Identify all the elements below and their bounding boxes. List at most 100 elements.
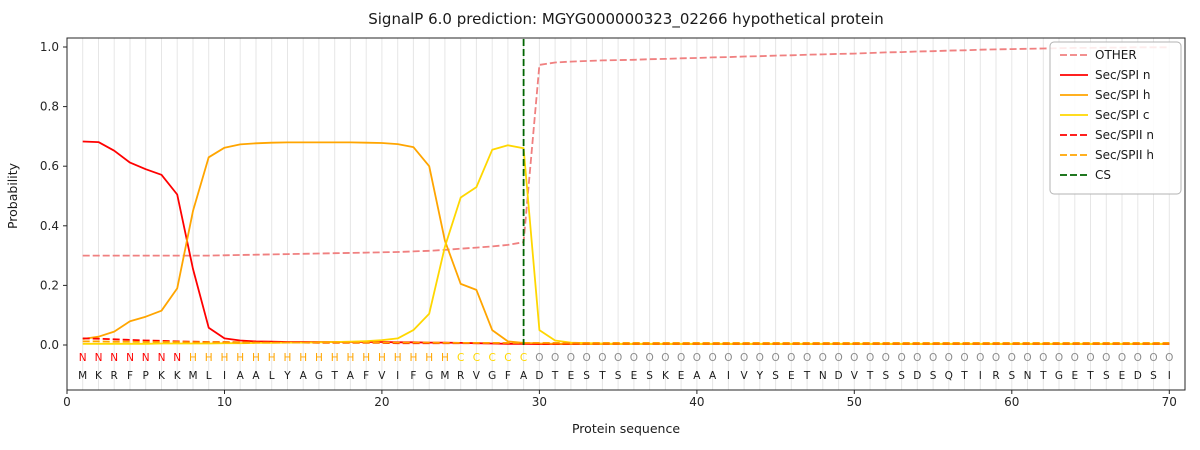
region-letter: O (598, 352, 606, 364)
axes: 0 10 20 30 40 50 60 70 0.0 0.2 0.4 0.6 0.8 1.0 (40, 37, 1186, 409)
legend-box (1049, 41, 1182, 195)
sequence-letter: I (1168, 370, 1171, 382)
region-letter: O (724, 352, 732, 364)
region-letter: O (1008, 352, 1016, 364)
sequence-letter: V (741, 370, 749, 382)
sequence-letter: D (913, 370, 921, 382)
region-letter: O (803, 352, 811, 364)
x-tick-label: 70 (1162, 395, 1177, 409)
sequence-letter: A (300, 370, 308, 382)
region-letter: O (756, 352, 764, 364)
region-letter: O (834, 352, 842, 364)
region-letter: O (913, 352, 921, 364)
region-letter: C (520, 352, 527, 364)
region-letter: O (1118, 352, 1126, 364)
region-letter: O (630, 352, 638, 364)
region-letter: O (693, 352, 701, 364)
region-letter: O (740, 352, 748, 364)
legend-label: Sec/SPI n (1095, 68, 1150, 82)
sequence-letter: I (979, 370, 982, 382)
sequence-letter: M (78, 370, 87, 382)
sequence-letters: NMNKNRNFNPNKNKHMHLHIHAHAHLHYHAHGHTHAHFHV… (78, 352, 1173, 382)
sequence-letter: I (223, 370, 226, 382)
region-letter: N (79, 352, 87, 364)
sequence-letter: T (960, 370, 968, 382)
sequence-letter: F (410, 370, 416, 382)
region-letter: O (1071, 352, 1079, 364)
region-letter: O (960, 352, 968, 364)
x-tick-label: 40 (689, 395, 704, 409)
series-line-Sec-SPI-h (82, 141, 1170, 346)
region-letter: C (457, 352, 464, 364)
sequence-letter: R (457, 370, 464, 382)
sequence-letter: T (1039, 370, 1047, 382)
region-letter: C (504, 352, 511, 364)
legend-label: Sec/SPII h (1095, 148, 1154, 162)
y-tick-label: 0.6 (40, 159, 59, 173)
sequence-letter: D (535, 370, 543, 382)
region-letter: N (95, 352, 103, 364)
sequence-letter: E (1119, 370, 1126, 382)
sequence-letter: V (473, 370, 481, 382)
region-letter: H (205, 352, 213, 364)
legend-label: Sec/SPI h (1095, 88, 1150, 102)
region-letter: H (252, 352, 260, 364)
sequence-letter: D (1134, 370, 1142, 382)
region-letter: O (1149, 352, 1157, 364)
sequence-letter: S (772, 370, 779, 382)
sequence-letter: S (1008, 370, 1015, 382)
series-lines (82, 39, 1170, 346)
gridlines (82, 38, 1170, 390)
region-letter: H (425, 352, 433, 364)
region-letter: H (236, 352, 244, 364)
region-letter: O (614, 352, 622, 364)
region-letter: O (866, 352, 874, 364)
sequence-letter: R (111, 370, 118, 382)
legend-label: Sec/SPI c (1095, 108, 1149, 122)
sequence-letter: F (127, 370, 133, 382)
x-tick-label: 10 (217, 395, 232, 409)
sequence-letter: T (551, 370, 559, 382)
region-letter: O (992, 352, 1000, 364)
sequence-letter: K (95, 370, 103, 382)
region-letter: H (394, 352, 402, 364)
sequence-letter: Y (283, 370, 291, 382)
region-letter: O (677, 352, 685, 364)
sequence-letter: K (662, 370, 670, 382)
sequence-letter: F (363, 370, 369, 382)
sequence-letter: A (693, 370, 701, 382)
sequence-letter: A (237, 370, 245, 382)
sequence-letter: A (347, 370, 355, 382)
region-letter: O (1055, 352, 1063, 364)
region-letter: O (1165, 352, 1173, 364)
sequence-letter: T (330, 370, 338, 382)
region-letter: N (110, 352, 118, 364)
x-tick-label: 50 (847, 395, 862, 409)
region-letter: H (221, 352, 229, 364)
sequence-letter: S (615, 370, 622, 382)
sequence-letter: G (315, 370, 323, 382)
series-line-Sec-SPI-c (82, 144, 1170, 345)
sequence-letter: T (803, 370, 811, 382)
sequence-letter: T (866, 370, 874, 382)
region-letter: O (661, 352, 669, 364)
region-letter: O (535, 352, 543, 364)
region-letter: O (929, 352, 937, 364)
y-tick-label: 0.2 (40, 278, 59, 292)
region-letter: O (771, 352, 779, 364)
sequence-letter: N (819, 370, 827, 382)
region-letter: H (378, 352, 386, 364)
region-letter: O (567, 352, 575, 364)
sequence-letter: S (1103, 370, 1110, 382)
sequence-letter: K (158, 370, 166, 382)
region-letter: O (708, 352, 716, 364)
region-letter: N (173, 352, 181, 364)
sequence-letter: T (1086, 370, 1094, 382)
sequence-letter: F (505, 370, 511, 382)
series-line-Sec-SPI-n (82, 140, 1170, 346)
x-axis-label: Protein sequence (572, 421, 680, 436)
sequence-letter: G (425, 370, 433, 382)
sequence-letter: M (440, 370, 449, 382)
